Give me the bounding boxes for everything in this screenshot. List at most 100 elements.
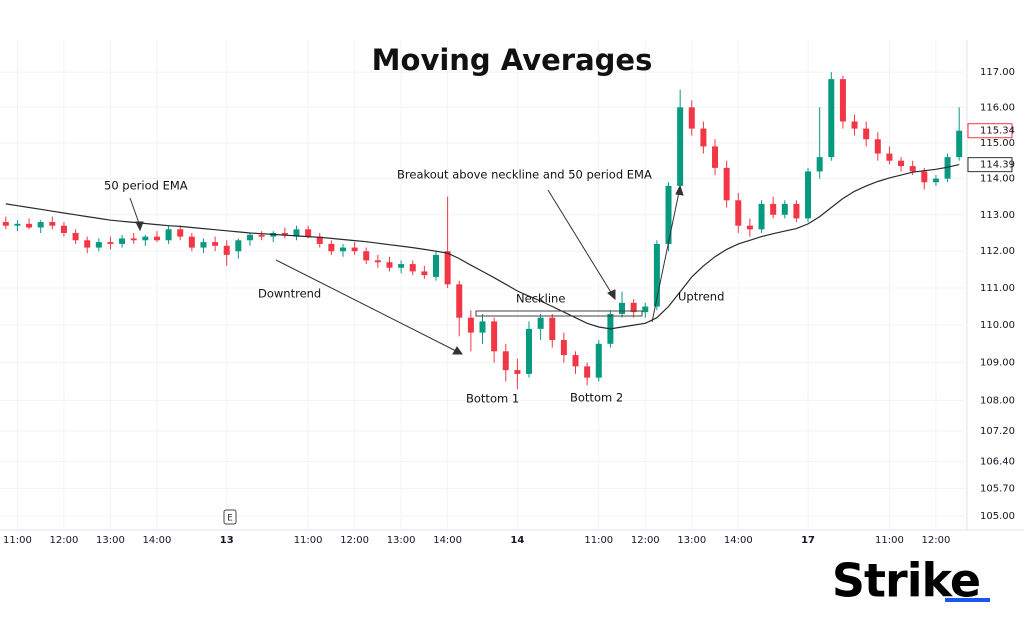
candle-body [467, 317, 474, 333]
y-tick-label: 106.40 [980, 457, 1015, 468]
candle-body [2, 222, 9, 226]
grid [0, 40, 965, 530]
candle-body [398, 264, 405, 268]
candle-body [177, 229, 184, 237]
candle-body [339, 247, 346, 252]
candle-body [839, 79, 846, 122]
candle-body [223, 245, 230, 255]
annotation: Downtrend [258, 287, 321, 301]
candle-body [781, 203, 788, 215]
x-tick-label: 12:00 [340, 535, 369, 546]
candle-body [409, 264, 416, 272]
x-tick-label: 14:00 [433, 535, 462, 546]
neckline-box [475, 310, 643, 317]
annotation: Bottom 2 [570, 391, 623, 405]
candle-body [828, 79, 835, 158]
annotation: Bottom 1 [466, 392, 519, 406]
candle-body [432, 254, 439, 277]
candle-body [142, 236, 149, 241]
candle-body [491, 321, 498, 352]
x-tick-label: 12:00 [631, 535, 660, 546]
candle-body [758, 203, 765, 230]
candle-body [851, 121, 858, 129]
candle-body [723, 167, 730, 201]
candle-body [956, 130, 963, 158]
candle-body [26, 223, 33, 228]
arrow-head [675, 184, 684, 196]
candle-body [700, 128, 707, 147]
candle-body [805, 171, 812, 219]
arrows [129, 184, 684, 355]
candle-body [37, 222, 44, 228]
candle-body [153, 236, 160, 241]
marks [2, 72, 963, 390]
candle-body [932, 178, 939, 183]
candle-body [793, 203, 800, 219]
candle-body [363, 251, 370, 261]
y-tick-label: 105.00 [980, 511, 1015, 522]
arrow [547, 189, 613, 295]
candle-body [479, 321, 486, 333]
y-tick-label: 110.00 [980, 320, 1015, 331]
candle-body [560, 340, 567, 356]
candle-body [619, 302, 626, 314]
x-tick-label: 11:00 [3, 535, 32, 546]
candle-body [374, 260, 381, 263]
candle-body [770, 203, 777, 215]
chart-title: Moving Averages [372, 43, 653, 77]
candle-body [235, 240, 242, 252]
candle-body [526, 328, 533, 374]
candle-body [746, 225, 753, 230]
x-tick-label: 13:00 [96, 535, 125, 546]
candle-body [246, 234, 253, 241]
candle-body [514, 370, 521, 374]
x-tick-label: 13:00 [387, 535, 416, 546]
candle-body [630, 302, 637, 313]
candle-body [49, 222, 56, 226]
y-tick-label: 117.00 [980, 67, 1015, 78]
price-box [967, 123, 1013, 139]
candle-body [165, 229, 172, 241]
x-tick-label: 11:00 [584, 535, 613, 546]
candle-body [584, 366, 591, 378]
x-tick-label: 12:00 [922, 535, 951, 546]
candle-body [549, 317, 556, 341]
arrow-head [607, 289, 616, 301]
candle-body [898, 160, 905, 167]
candle-body [84, 240, 91, 248]
candle-body [665, 185, 672, 244]
x-tick-label: 14:00 [143, 535, 172, 546]
x-tick-label: 14 [510, 535, 524, 546]
candle-body [712, 146, 719, 168]
price-label: 114.39 [980, 160, 1015, 171]
ema-line [5, 164, 960, 330]
y-tick-label: 114.00 [980, 174, 1015, 185]
candle-body [386, 262, 393, 268]
x-tick-label: 17 [801, 535, 815, 546]
candle-body [328, 243, 335, 252]
candle-body [502, 351, 509, 371]
candle-body [316, 236, 323, 244]
price-label: 115.34 [980, 126, 1015, 137]
candle-body [572, 355, 579, 367]
candle-body [816, 157, 823, 172]
candle-body [537, 317, 544, 329]
candle-body [293, 229, 300, 237]
arrow [129, 197, 141, 227]
candle-body [421, 271, 428, 276]
candle-body [119, 238, 126, 244]
candle-body [456, 284, 463, 318]
candle-body [944, 157, 951, 179]
candle-body [642, 306, 649, 313]
price-box [967, 157, 1013, 173]
candle-body [874, 139, 881, 154]
x-tick-label: 11:00 [875, 535, 904, 546]
y-tick-label: 109.00 [980, 358, 1015, 369]
candle-body [595, 343, 602, 378]
y-tick-label: 115.00 [980, 138, 1015, 149]
candle-body [130, 238, 137, 241]
x-tick-label: 13:00 [677, 535, 706, 546]
candle-body [653, 243, 660, 307]
candle-body [95, 242, 102, 248]
y-tick-label: 105.70 [980, 484, 1015, 495]
